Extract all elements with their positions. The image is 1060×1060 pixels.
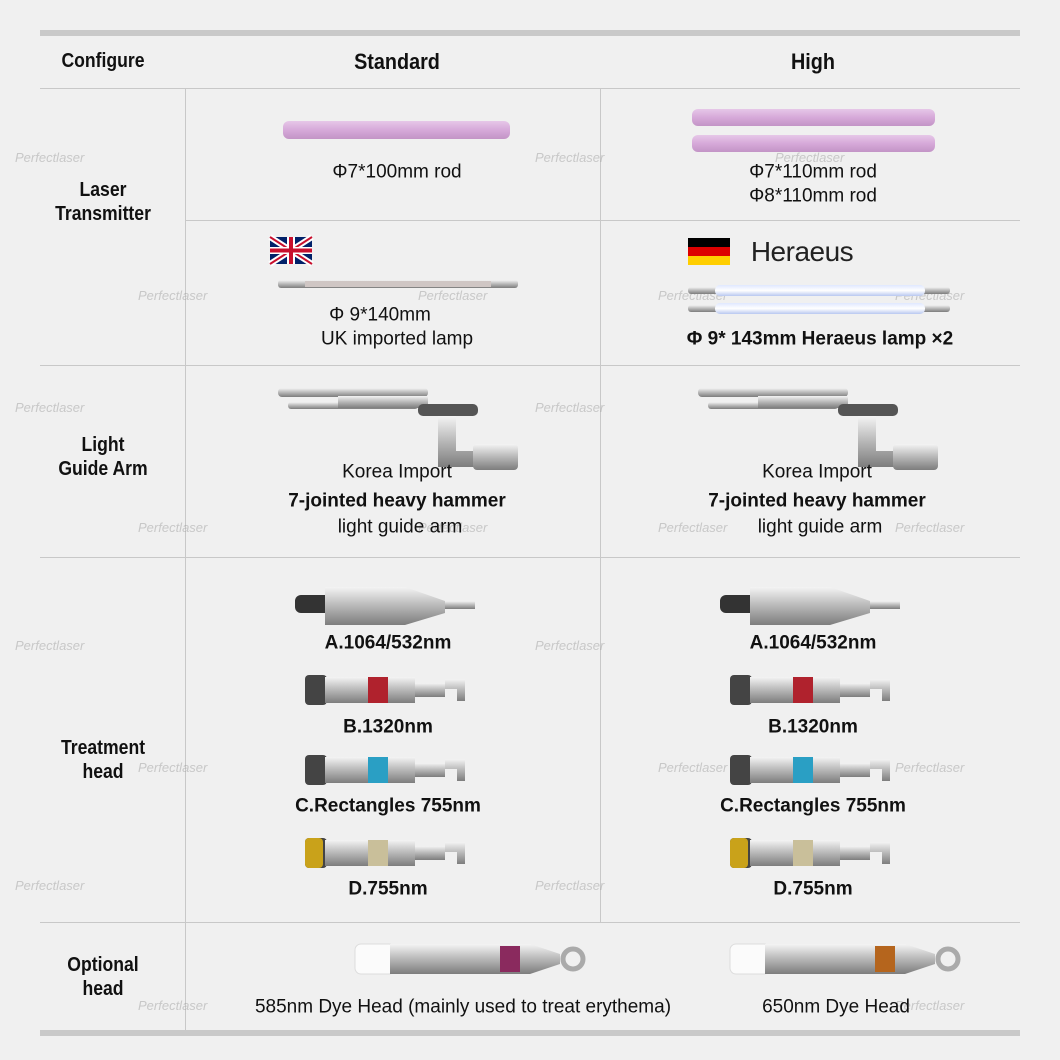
rod-image [692, 135, 935, 152]
watermark: Perfectlaser [775, 150, 845, 165]
row-label: head [82, 761, 124, 783]
header-cell: High [790, 49, 836, 74]
cell-text: B.1320nm [343, 716, 433, 738]
watermark: Perfectlaser [138, 998, 208, 1013]
cell-text: UK imported lamp [320, 328, 474, 350]
lamp-image [688, 303, 950, 314]
watermark: Perfectlaser [658, 520, 728, 535]
cell-text: Φ 9* 143mm Heraeus lamp ×2 [686, 328, 954, 350]
watermark: Perfectlaser [418, 520, 488, 535]
lamp-image [278, 280, 518, 288]
watermark: Perfectlaser [138, 760, 208, 775]
lamp-image [688, 285, 950, 296]
row-label: Optional [67, 954, 139, 976]
row-label: Treatment [60, 737, 146, 759]
watermark: Perfectlaser [895, 998, 965, 1013]
cell-text: 7-jointed heavy hammer [288, 490, 506, 512]
germany-flag [688, 238, 730, 265]
handpiece-image [730, 675, 890, 705]
cell-text: A.1064/532nm [749, 632, 877, 654]
handpiece-image [730, 838, 890, 868]
cell-text: Φ 9*140mm [329, 304, 431, 326]
cell-text: D.755nm [348, 878, 428, 900]
watermark: Perfectlaser [418, 288, 488, 303]
watermark: Perfectlaser [535, 150, 605, 165]
watermark: Perfectlaser [535, 400, 605, 415]
cell-text: B.1320nm [768, 716, 858, 738]
watermark: Perfectlaser [138, 520, 208, 535]
col-line [600, 88, 601, 922]
col-line [185, 88, 186, 1030]
cell-text: Φ8*110mm rod [749, 185, 877, 207]
watermark: Perfectlaser [535, 878, 605, 893]
rod-image [692, 109, 935, 126]
cell-text: 650nm Dye Head [762, 996, 910, 1018]
uk-flag [268, 234, 314, 267]
cell-text: Korea Import [762, 461, 872, 483]
watermark: Perfectlaser [15, 638, 85, 653]
watermark: Perfectlaser [15, 878, 85, 893]
cell-text: light guide arm [337, 516, 463, 538]
cell-text: Korea Import [342, 461, 452, 483]
row-label: Light [81, 434, 125, 456]
watermark: Perfectlaser [535, 638, 605, 653]
header-cell: Standard [354, 49, 440, 74]
watermark: Perfectlaser [895, 760, 965, 775]
brand-logo: Heraeus [750, 236, 854, 267]
row-label: Transmitter [55, 203, 151, 225]
row-line [40, 88, 1020, 89]
watermark: Perfectlaser [15, 400, 85, 415]
cell-text: Φ7*100mm rod [332, 161, 462, 183]
handpiece-image [720, 587, 900, 625]
row-label: Guide Arm [58, 458, 148, 480]
watermark: Perfectlaser [138, 288, 208, 303]
handpiece-image [305, 755, 465, 785]
row-label: head [82, 978, 124, 1000]
arm-image [278, 388, 518, 470]
cell-text: A.1064/532nm [324, 632, 452, 654]
bottom-bar [40, 1030, 1020, 1036]
cell-text: Φ7*110mm rod [749, 161, 877, 183]
rod-image [283, 121, 510, 139]
top-bar [40, 30, 1020, 36]
row-line [185, 220, 1020, 221]
arm-image [698, 388, 938, 470]
dye-head-image [730, 944, 958, 974]
dye-head-image [355, 944, 583, 974]
cell-text: light guide arm [757, 516, 883, 538]
handpiece-image [305, 675, 465, 705]
cell-text: C.Rectangles 755nm [720, 795, 906, 817]
handpiece-image [730, 755, 890, 785]
row-label: Laser [79, 179, 127, 201]
watermark: Perfectlaser [895, 520, 965, 535]
handpiece-image [305, 838, 465, 868]
row-line [40, 365, 1020, 366]
cell-text: C.Rectangles 755nm [295, 795, 481, 817]
cell-text: D.755nm [773, 878, 853, 900]
row-line [40, 922, 1020, 923]
watermark: Perfectlaser [658, 760, 728, 775]
cell-text: 585nm Dye Head (mainly used to treat ery… [254, 996, 672, 1018]
row-line [40, 557, 1020, 558]
header-cell: Configure [61, 50, 145, 72]
handpiece-image [295, 587, 475, 625]
cell-text: 7-jointed heavy hammer [708, 490, 926, 512]
watermark: Perfectlaser [15, 150, 85, 165]
